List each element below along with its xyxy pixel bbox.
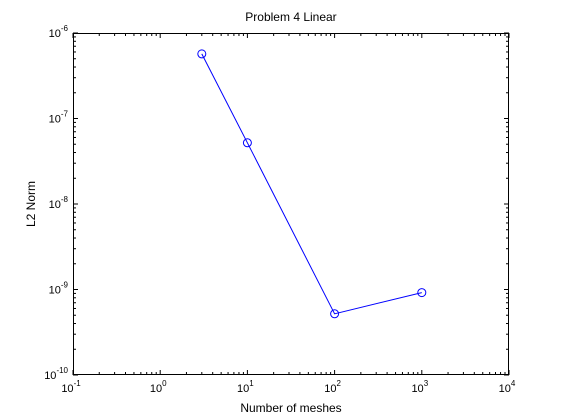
x-tick-label: 104 [499,379,516,395]
y-tick-label: 10-10 [44,366,68,382]
data-point-marker [330,309,340,319]
x-tick-exponent: 1 [249,379,254,388]
x-tick-exponent: 4 [511,379,516,388]
y-tick-label: 10-9 [49,281,69,297]
x-tick-label: 100 [150,379,167,395]
y-tick-base: 10 [49,114,61,126]
y-tick-base: 10 [49,199,61,211]
y-tick-exponent: -9 [61,281,69,290]
y-tick-exponent: -8 [61,195,69,204]
series-layer [197,49,427,319]
x-tick-label: 101 [237,379,254,395]
series-line [201,53,422,315]
x-tick-exponent: 0 [162,379,167,388]
data-point-marker [417,288,427,298]
x-tick-base: 10 [499,383,511,395]
x-tick-label: 10-1 [61,379,81,395]
x-tick-exponent: 3 [424,379,429,388]
x-tick-exponent: -1 [74,379,82,388]
x-tick-exponent: 2 [336,379,341,388]
y-tick-base: 10 [44,370,56,382]
y-tick-label: 10-7 [49,110,69,126]
x-tick-base: 10 [324,383,336,395]
data-point-marker [197,49,207,59]
y-tick-base: 10 [49,285,61,297]
plot-frame [73,33,509,375]
y-tick-exponent: -7 [61,110,69,119]
y-axis-label: L2 Norm [24,181,38,227]
x-tick-base: 10 [411,383,423,395]
x-tick-base: 10 [237,383,249,395]
x-tick-base: 10 [150,383,162,395]
y-tick-exponent: -10 [56,366,68,375]
x-axis-label: Number of meshes [240,401,341,415]
data-point-marker [242,138,252,148]
chart-title: Problem 4 Linear [245,10,336,24]
x-tick-label: 103 [411,379,428,395]
x-tick-base: 10 [61,383,73,395]
y-tick-label: 10-6 [49,24,69,40]
plot-area [73,33,509,375]
x-tick-label: 102 [324,379,341,395]
y-tick-base: 10 [49,28,61,40]
y-tick-exponent: -6 [61,24,69,33]
y-tick-label: 10-8 [49,195,69,211]
